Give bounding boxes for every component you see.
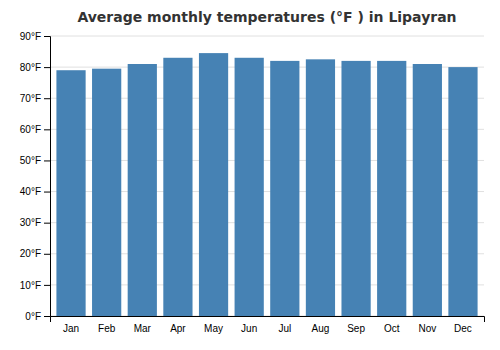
x-tick: Mar	[134, 323, 152, 334]
y-tick-label: 50°F	[20, 155, 41, 166]
y-tick-mark	[44, 129, 50, 130]
plot: 0°F 10°F 20°F 30°F 40°F 50°F 60°F 70°F 80°F 90°F J…	[20, 31, 485, 334]
x-tick: Oct	[384, 323, 400, 334]
y-tick-mark	[44, 160, 50, 161]
bar	[377, 61, 406, 316]
bar	[56, 70, 85, 316]
y-tick-mark	[44, 316, 50, 317]
x-tick-label: Mar	[134, 323, 152, 334]
y-tick-mark	[44, 254, 50, 255]
y-tick-mark	[44, 285, 50, 286]
x-tick-label: Sep	[347, 323, 365, 334]
y-tick-label: 10°F	[20, 280, 41, 291]
bar	[92, 69, 121, 316]
x-tick-label: May	[204, 323, 223, 334]
x-tick-label: Nov	[418, 323, 436, 334]
y-tick: 90°F	[20, 31, 50, 42]
bar	[128, 64, 157, 316]
x-tick: May	[204, 323, 223, 334]
y-tick-label: 70°F	[20, 93, 41, 104]
x-tick: Feb	[98, 323, 116, 334]
y-tick-label: 30°F	[20, 217, 41, 228]
x-tick-label: Dec	[454, 323, 472, 334]
bar	[235, 58, 264, 316]
y-tick: 20°F	[20, 248, 50, 259]
bar	[341, 61, 370, 316]
y-tick-label: 90°F	[20, 31, 41, 42]
bar	[163, 58, 192, 316]
y-tick: 50°F	[20, 155, 50, 166]
bar	[413, 64, 442, 316]
y-tick: 0°F	[25, 311, 50, 322]
y-tick-label: 20°F	[20, 248, 41, 259]
y-tick: 60°F	[20, 124, 50, 135]
y-tick-label: 0°F	[25, 311, 41, 322]
bar	[306, 59, 335, 316]
x-tick-label: Feb	[98, 323, 116, 334]
bar	[448, 67, 477, 316]
x-tick-label: Jun	[241, 323, 257, 334]
bars	[56, 53, 477, 316]
x-tick-label: Jan	[63, 323, 79, 334]
x-axis: Jan Feb Mar Apr May Jun Jul Aug Sep Oct Nov Dec	[51, 317, 485, 335]
y-tick-label: 60°F	[20, 124, 41, 135]
bar	[199, 53, 228, 316]
x-tick: Sep	[347, 323, 365, 334]
y-axis: 0°F 10°F 20°F 30°F 40°F 50°F 60°F 70°F 80°F 90°F	[20, 31, 51, 322]
x-tick-label: Aug	[312, 323, 330, 334]
x-tick: Dec	[454, 323, 472, 334]
x-tick: Aug	[312, 323, 330, 334]
grid	[50, 36, 484, 316]
y-tick: 10°F	[20, 280, 50, 291]
y-tick-label: 40°F	[20, 186, 41, 197]
y-tick-mark	[44, 192, 50, 193]
y-axis-line	[44, 37, 51, 317]
x-tick-label: Oct	[384, 323, 400, 334]
y-tick-mark	[44, 36, 50, 37]
y-tick-mark	[44, 98, 50, 99]
y-tick-label: 80°F	[20, 62, 41, 73]
x-tick: Jan	[63, 323, 79, 334]
title: Average monthly temperatures (°F ) in Li…	[77, 9, 456, 25]
x-tick: Nov	[418, 323, 436, 334]
y-tick: 80°F	[20, 62, 50, 73]
x-axis-line	[51, 317, 485, 323]
y-tick: 70°F	[20, 93, 50, 104]
chart: 0°F 10°F 20°F 30°F 40°F 50°F 60°F 70°F 80°F 90°F J…	[0, 0, 500, 350]
y-tick: 40°F	[20, 186, 50, 197]
y-tick: 30°F	[20, 217, 50, 228]
x-tick: Jul	[278, 323, 291, 334]
y-tick-mark	[44, 223, 50, 224]
x-tick-label: Jul	[278, 323, 291, 334]
grid-line	[50, 36, 484, 37]
x-tick: Apr	[170, 323, 186, 334]
x-tick: Jun	[241, 323, 257, 334]
x-tick-label: Apr	[170, 323, 186, 334]
bar	[270, 61, 299, 316]
y-tick-mark	[44, 67, 50, 68]
